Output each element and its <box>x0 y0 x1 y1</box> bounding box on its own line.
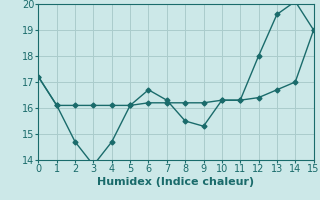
X-axis label: Humidex (Indice chaleur): Humidex (Indice chaleur) <box>97 177 255 187</box>
